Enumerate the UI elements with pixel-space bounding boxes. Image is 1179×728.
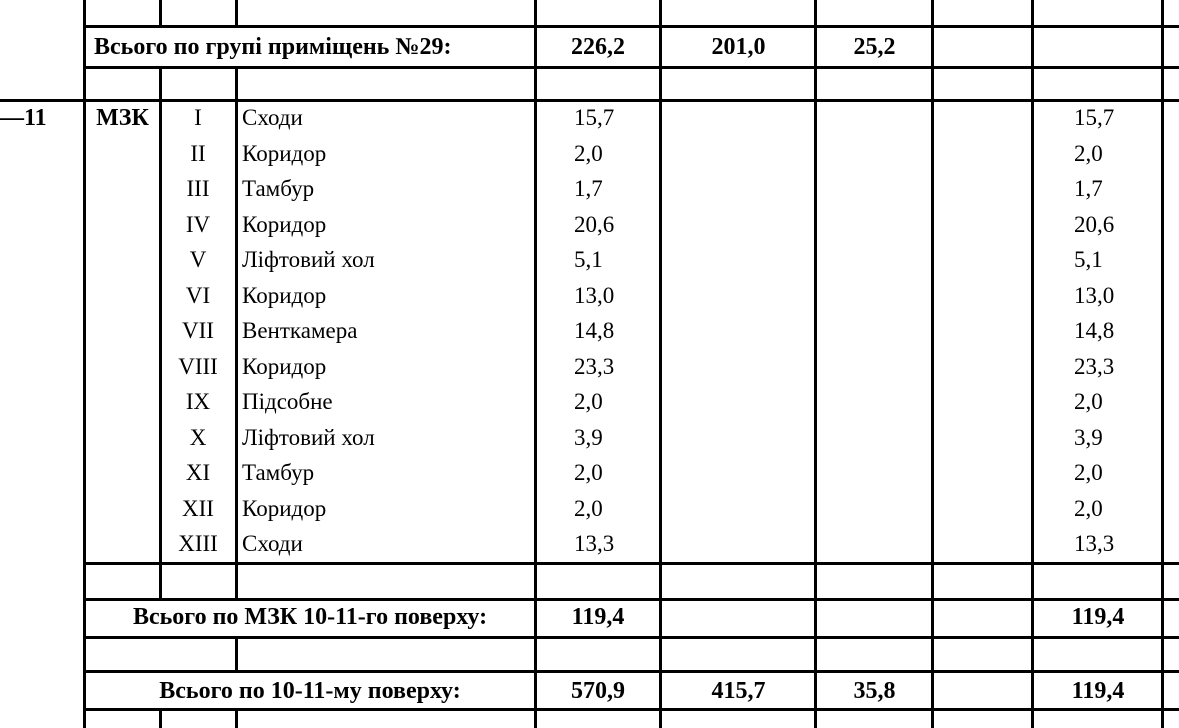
room-area: 2,0 [574, 141, 603, 166]
grid-line [85, 636, 1179, 639]
grid-line [85, 562, 1179, 565]
grid-line [0, 99, 1179, 102]
room-number: IV [185, 212, 211, 237]
room-area: 1,7 [574, 176, 603, 201]
group-total-col2: 201,0 [711, 34, 766, 60]
grid-line [159, 708, 162, 728]
room-number: X [189, 425, 207, 450]
room-total: 3,9 [1074, 425, 1103, 450]
grid-line [1161, 0, 1164, 728]
grid-line [1031, 0, 1034, 728]
room-name: Ліфтовий хол [242, 425, 375, 450]
room-total: 5,1 [1074, 247, 1103, 272]
room-area: 3,9 [574, 425, 603, 450]
room-name: Коридор [242, 283, 327, 308]
room-name: Підсобне [242, 389, 333, 414]
room-area: 20,6 [574, 212, 615, 237]
floor-code-cell: —11 [0, 105, 47, 131]
room-number: I [194, 105, 202, 130]
room-number: VIII [178, 354, 218, 379]
room-total: 13,3 [1074, 531, 1115, 556]
grid-line [159, 0, 162, 27]
room-area: 14,8 [574, 318, 615, 343]
room-number: III [186, 176, 210, 201]
grid-line [85, 25, 1179, 28]
grid-line [235, 66, 238, 599]
room-total: 1,7 [1074, 176, 1103, 201]
room-name: Коридор [242, 496, 327, 521]
room-area: 13,3 [574, 531, 615, 556]
floor-total-col3: 35,8 [853, 678, 896, 704]
room-area: 2,0 [574, 389, 603, 414]
room-area: 5,1 [574, 247, 603, 272]
room-total: 2,0 [1074, 389, 1103, 414]
room-total: 13,0 [1074, 283, 1115, 308]
room-area: 15,7 [574, 105, 615, 130]
room-name: Тамбур [242, 176, 315, 201]
room-number: XIII [178, 531, 218, 556]
grid-line [235, 0, 238, 27]
room-number: II [190, 141, 206, 166]
room-area: 13,0 [574, 283, 615, 308]
room-total: 15,7 [1074, 105, 1115, 130]
room-name: Венткамера [242, 318, 358, 343]
room-name: Тамбур [242, 460, 315, 485]
room-total: 23,3 [1074, 354, 1115, 379]
room-name: Ліфтовий хол [242, 247, 375, 272]
grid-line [235, 708, 238, 728]
grid-line [85, 66, 1179, 69]
grid-line [235, 636, 238, 672]
room-name: Сходи [242, 105, 303, 130]
room-total: 2,0 [1074, 460, 1103, 485]
room-number: XI [185, 460, 211, 485]
floor-total-label: Всього по 10-11-му поверху: [159, 678, 461, 704]
block-cell: МЗК [96, 105, 149, 131]
room-total: 2,0 [1074, 496, 1103, 521]
group-total-col1: 226,2 [571, 34, 625, 60]
floor-total-col2: 415,7 [711, 678, 766, 704]
mzk-total-sum: 119,4 [1071, 604, 1125, 630]
room-area: 2,0 [574, 496, 603, 521]
floor-total-sum: 119,4 [1071, 678, 1125, 704]
room-number: VI [185, 283, 211, 308]
room-number: V [189, 247, 207, 272]
room-name: Сходи [242, 531, 303, 556]
grid-line [659, 0, 662, 728]
group-total-col3: 25,2 [853, 34, 896, 60]
room-name: Коридор [242, 212, 327, 237]
room-area: 23,3 [574, 354, 615, 379]
room-number: XII [182, 496, 214, 521]
grid-line [814, 0, 817, 728]
group-total-label: Всього по групі приміщень №29: [94, 34, 452, 60]
grid-line [83, 0, 86, 728]
room-area: 2,0 [574, 460, 603, 485]
room-total: 14,8 [1074, 318, 1115, 343]
grid-line [85, 598, 1179, 601]
floor-total-col1: 570,9 [571, 678, 625, 704]
grid-line [931, 0, 934, 728]
room-total: 2,0 [1074, 141, 1103, 166]
grid-line [85, 670, 1179, 673]
room-number: IX [185, 389, 211, 414]
room-name: Коридор [242, 354, 327, 379]
mzk-total-label: Всього по МЗК 10-11-го поверху: [132, 604, 488, 630]
room-number: VII [182, 318, 214, 343]
grid-line [159, 66, 162, 599]
room-total: 20,6 [1074, 212, 1115, 237]
room-name: Коридор [242, 141, 327, 166]
grid-line [85, 708, 1179, 711]
mzk-total-col1: 119,4 [571, 604, 625, 630]
grid-line [534, 0, 537, 728]
